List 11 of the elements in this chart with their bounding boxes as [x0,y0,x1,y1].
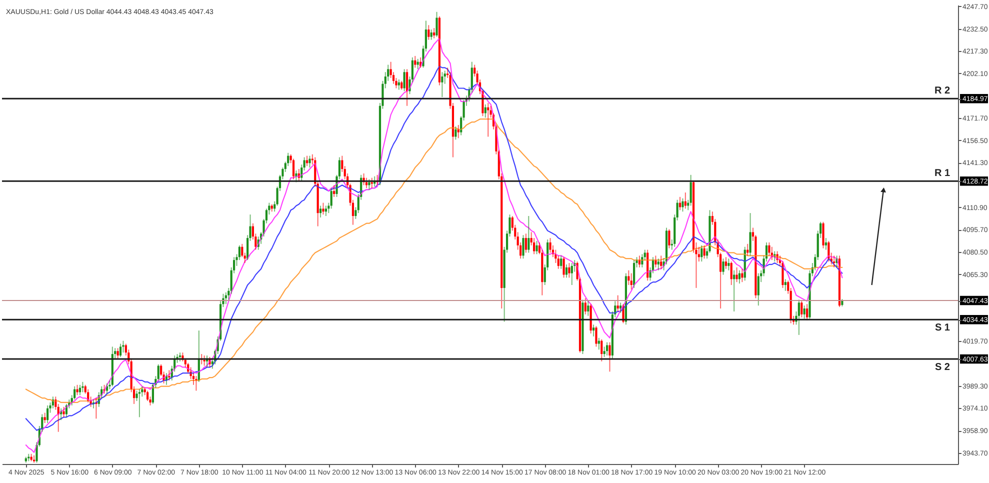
candlestick [149,396,152,406]
candlestick [108,380,111,390]
candlestick [84,384,86,394]
candlestick [400,80,403,90]
candlestick [28,453,30,462]
candlestick [270,204,273,212]
ref-line-label: R 2 [934,86,950,97]
ref-line-label: S 2 [934,362,950,373]
candlestick [32,454,36,464]
ref-line-label: R 1 [934,168,950,180]
ref-line-label: S 1 [934,322,950,334]
